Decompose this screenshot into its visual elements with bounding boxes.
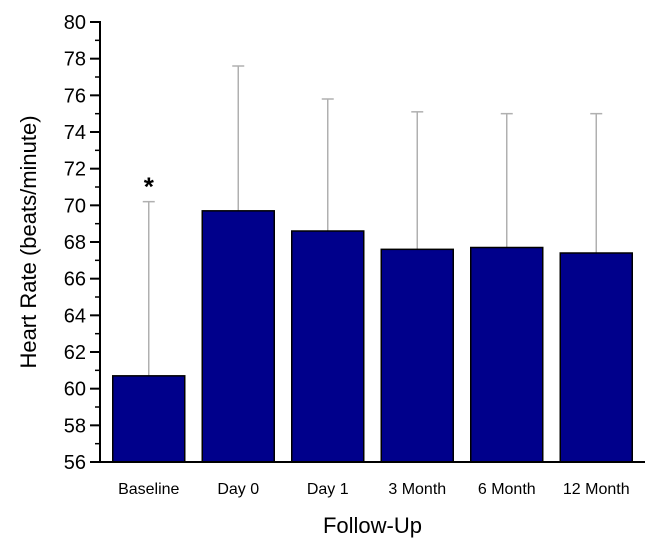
bar-baseline (112, 375, 186, 463)
x-tick-label: 12 Month (563, 481, 630, 498)
bar-3-month (380, 248, 454, 463)
x-axis-labels: Baseline Day 0 Day 1 3 Month 6 Month 12 Month (118, 481, 630, 498)
y-tick-label: 56 (64, 452, 86, 474)
annotations: * (144, 172, 155, 202)
y-tick-label: 78 (64, 49, 86, 71)
bar-day-0 (201, 210, 275, 463)
x-tick-label: Day 0 (217, 481, 259, 498)
bar-12-month (559, 252, 633, 463)
y-axis-ticks: 56 58 60 62 64 66 68 70 72 74 76 78 80 (64, 12, 100, 474)
x-tick-label: Baseline (118, 481, 179, 498)
y-tick-label: 58 (64, 415, 86, 437)
x-tick-label: 3 Month (388, 481, 446, 498)
error-bars (142, 65, 603, 376)
y-tick-label: 66 (64, 269, 86, 291)
significance-marker: * (144, 172, 155, 202)
y-tick-label: 68 (64, 232, 86, 254)
y-tick-label: 80 (64, 12, 86, 34)
x-tick-label: 6 Month (478, 481, 536, 498)
x-axis-title: Follow-Up (323, 513, 422, 538)
y-tick-label: 76 (64, 85, 86, 107)
y-tick-label: 60 (64, 379, 86, 401)
bar-6-month (470, 246, 544, 463)
y-axis-title: Heart Rate (beats/minute) (16, 115, 41, 368)
y-tick-label: 72 (64, 159, 86, 181)
x-tick-label: Day 1 (307, 481, 349, 498)
y-tick-label: 70 (64, 195, 86, 217)
bars (112, 210, 633, 463)
y-tick-label: 74 (64, 122, 86, 144)
bar-day-1 (291, 230, 365, 463)
y-tick-label: 64 (64, 305, 86, 327)
y-tick-label: 62 (64, 342, 86, 364)
